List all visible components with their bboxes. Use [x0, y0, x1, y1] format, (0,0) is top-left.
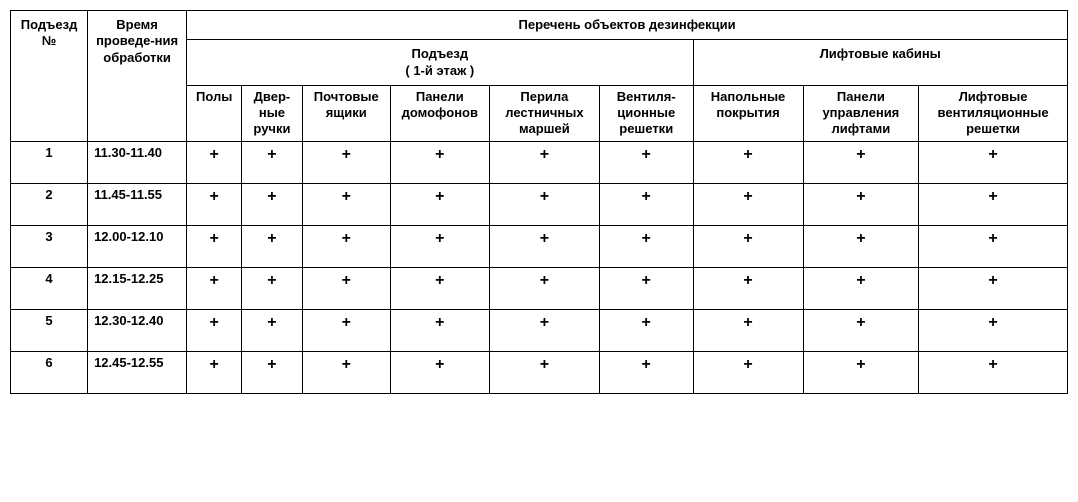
- cell-mark: +: [803, 309, 919, 351]
- cell-mark: +: [693, 141, 803, 183]
- cell-entrance: 2: [11, 183, 88, 225]
- cell-mark: +: [919, 183, 1068, 225]
- header-time: Время проведе-ния обработки: [88, 11, 187, 142]
- cell-mark: +: [187, 267, 242, 309]
- cell-time: 12.00-12.10: [88, 225, 187, 267]
- cell-time: 12.15-12.25: [88, 267, 187, 309]
- cell-mark: +: [693, 225, 803, 267]
- col-floors: Полы: [187, 85, 242, 141]
- cell-entrance: 4: [11, 267, 88, 309]
- section-entrance-line2: ( 1-й этаж ): [191, 63, 688, 79]
- table-body: 1 11.30-11.40 + + + + + + + + + 2 11.45-…: [11, 141, 1068, 393]
- cell-mark: +: [599, 225, 693, 267]
- col-intercom: Панели домофонов: [390, 85, 489, 141]
- header-entrance: Подъезд №: [11, 11, 88, 142]
- cell-entrance: 3: [11, 225, 88, 267]
- cell-time: 11.30-11.40: [88, 141, 187, 183]
- cell-mark: +: [390, 183, 489, 225]
- cell-mark: +: [242, 351, 303, 393]
- cell-mark: +: [187, 309, 242, 351]
- cell-mark: +: [390, 141, 489, 183]
- cell-mark: +: [302, 351, 390, 393]
- disinfection-schedule-table: Подъезд № Время проведе-ния обработки Пе…: [10, 10, 1068, 394]
- cell-mark: +: [803, 225, 919, 267]
- col-lift-floor: Напольные покрытия: [693, 85, 803, 141]
- cell-time: 11.45-11.55: [88, 183, 187, 225]
- cell-mark: +: [803, 351, 919, 393]
- cell-mark: +: [390, 225, 489, 267]
- cell-mark: +: [919, 141, 1068, 183]
- cell-mark: +: [242, 267, 303, 309]
- header-section-entrance: Подъезд ( 1-й этаж ): [187, 40, 693, 86]
- cell-time: 12.30-12.40: [88, 309, 187, 351]
- cell-mark: +: [390, 351, 489, 393]
- cell-mark: +: [803, 183, 919, 225]
- cell-mark: +: [302, 267, 390, 309]
- section-entrance-line1: Подъезд: [191, 46, 688, 62]
- cell-entrance: 5: [11, 309, 88, 351]
- cell-mark: +: [390, 267, 489, 309]
- cell-time: 12.45-12.55: [88, 351, 187, 393]
- table-row: 4 12.15-12.25 + + + + + + + + +: [11, 267, 1068, 309]
- cell-mark: +: [187, 183, 242, 225]
- cell-mark: +: [599, 309, 693, 351]
- cell-mark: +: [599, 267, 693, 309]
- cell-mark: +: [242, 309, 303, 351]
- cell-mark: +: [187, 225, 242, 267]
- cell-mark: +: [599, 351, 693, 393]
- cell-mark: +: [302, 225, 390, 267]
- header-section-lift: Лифтовые кабины: [693, 40, 1068, 86]
- header-objects: Перечень объектов дезинфекции: [187, 11, 1068, 40]
- cell-entrance: 1: [11, 141, 88, 183]
- cell-mark: +: [302, 141, 390, 183]
- cell-mark: +: [242, 141, 303, 183]
- cell-mark: +: [599, 183, 693, 225]
- cell-mark: +: [693, 183, 803, 225]
- cell-mark: +: [919, 267, 1068, 309]
- cell-mark: +: [919, 351, 1068, 393]
- col-rails: Перила лестничных маршей: [489, 85, 599, 141]
- cell-mark: +: [693, 267, 803, 309]
- cell-entrance: 6: [11, 351, 88, 393]
- cell-mark: +: [187, 351, 242, 393]
- cell-mark: +: [302, 183, 390, 225]
- col-vent: Вентиля-ционные решетки: [599, 85, 693, 141]
- table-row: 6 12.45-12.55 + + + + + + + + +: [11, 351, 1068, 393]
- header-row-1: Подъезд № Время проведе-ния обработки Пе…: [11, 11, 1068, 40]
- cell-mark: +: [390, 309, 489, 351]
- table-row: 3 12.00-12.10 + + + + + + + + +: [11, 225, 1068, 267]
- cell-mark: +: [302, 309, 390, 351]
- cell-mark: +: [242, 225, 303, 267]
- col-lift-panel: Панели управления лифтами: [803, 85, 919, 141]
- cell-mark: +: [599, 141, 693, 183]
- cell-mark: +: [489, 351, 599, 393]
- table-row: 1 11.30-11.40 + + + + + + + + +: [11, 141, 1068, 183]
- cell-mark: +: [919, 309, 1068, 351]
- cell-mark: +: [489, 225, 599, 267]
- cell-mark: +: [489, 183, 599, 225]
- cell-mark: +: [919, 225, 1068, 267]
- cell-mark: +: [489, 267, 599, 309]
- cell-mark: +: [693, 351, 803, 393]
- cell-mark: +: [242, 183, 303, 225]
- cell-mark: +: [803, 267, 919, 309]
- table-row: 2 11.45-11.55 + + + + + + + + +: [11, 183, 1068, 225]
- cell-mark: +: [489, 309, 599, 351]
- table-row: 5 12.30-12.40 + + + + + + + + +: [11, 309, 1068, 351]
- col-handles: Двер-ные ручки: [242, 85, 303, 141]
- cell-mark: +: [693, 309, 803, 351]
- col-mailboxes: Почтовые ящики: [302, 85, 390, 141]
- cell-mark: +: [187, 141, 242, 183]
- col-lift-vent: Лифтовые вентиляционные решетки: [919, 85, 1068, 141]
- cell-mark: +: [489, 141, 599, 183]
- cell-mark: +: [803, 141, 919, 183]
